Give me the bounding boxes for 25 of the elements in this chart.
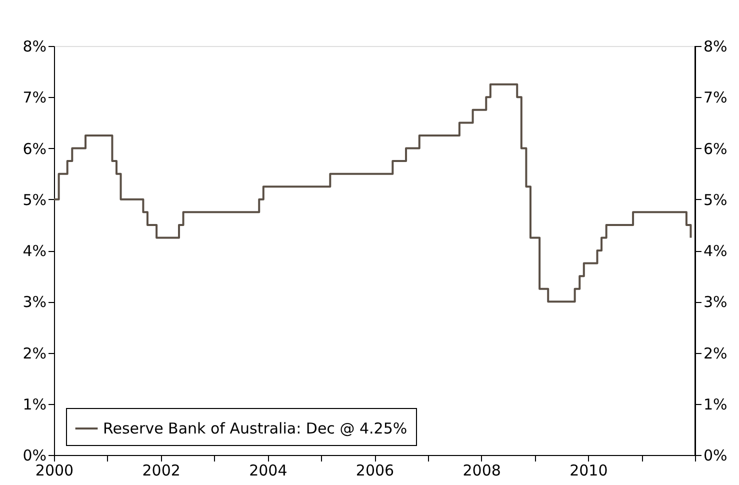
x-tick-label: 2004 [249,462,288,480]
y2-tick-label: 1% [704,395,728,414]
y-tick-label: 6% [22,140,46,158]
y-tick-label: 3% [22,293,46,312]
legend-label: Reserve Bank of Australia: Dec @ 4.25% [103,420,408,438]
y2-tick-label: 0% [704,446,728,464]
y2-tick-label: 3% [704,293,728,312]
y-tick-label: 0% [22,446,46,464]
x-tick-label: 2000 [35,462,74,480]
y2-tick-label: 5% [704,190,728,209]
y-tick-label: 5% [22,190,46,209]
y2-tick-label: 2% [704,344,728,362]
y2-tick-label: 4% [704,242,728,260]
y-tick-label: 1% [22,395,46,414]
y-tick-label: 7% [22,88,46,107]
x-tick-label: 2002 [142,462,180,480]
y-tick-label: 4% [22,242,46,260]
y2-tick-label: 6% [704,140,728,158]
y-tick-label: 8% [22,38,46,56]
x-tick-label: 2010 [570,462,608,480]
y-tick-label: 2% [22,344,46,362]
x-tick-label: 2008 [462,462,501,480]
y2-tick-label: 7% [704,88,728,107]
y2-tick-label: 8% [704,38,728,56]
x-tick-label: 2006 [356,462,394,480]
